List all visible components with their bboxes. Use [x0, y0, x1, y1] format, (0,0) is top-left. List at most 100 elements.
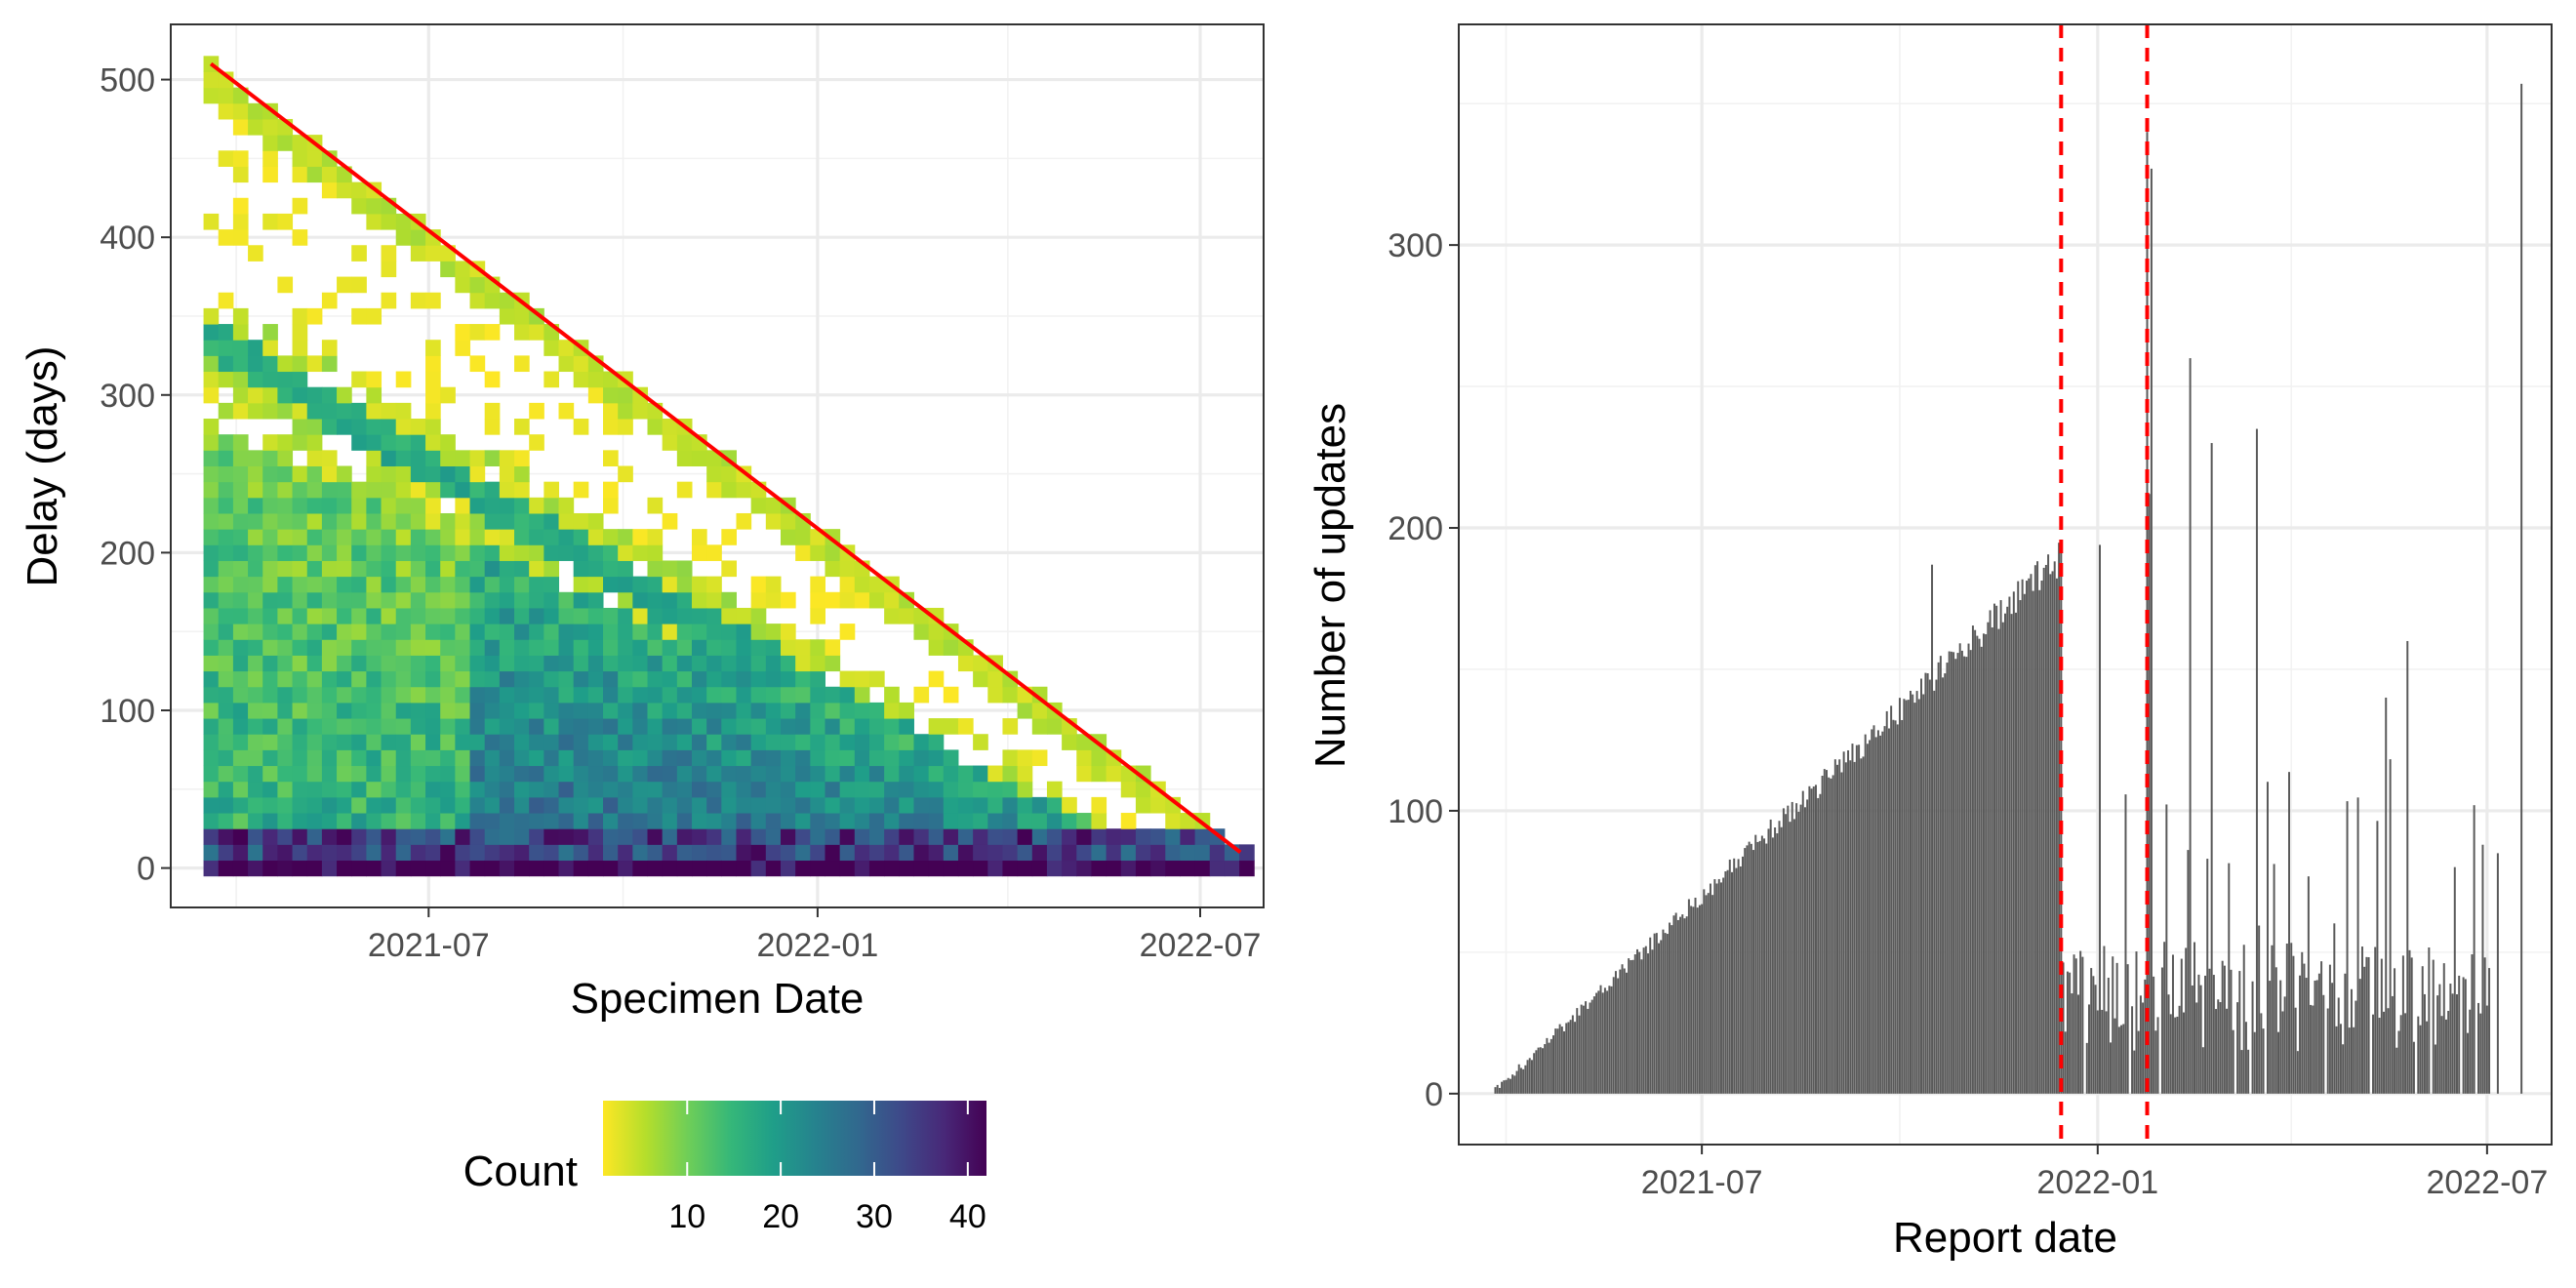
heatmap-cell [262, 702, 278, 719]
heatmap-cell [943, 796, 959, 814]
heatmap-cell [692, 434, 707, 451]
heatmap-cell [692, 702, 707, 719]
heatmap-cell [558, 529, 575, 545]
heatmap-cell [1062, 796, 1077, 814]
heatmap-cell [973, 828, 988, 845]
heatmap-cell [854, 718, 870, 735]
update-bar [1890, 705, 1893, 1094]
heatmap-cell [928, 796, 945, 814]
update-bar [1567, 1022, 1570, 1094]
update-bar [2176, 1016, 2179, 1094]
heatmap-cell [366, 639, 382, 656]
heatmap-cell [366, 529, 382, 545]
heatmap-cell [692, 781, 707, 798]
heatmap-cell [618, 734, 633, 750]
heatmap-cell [425, 607, 441, 624]
update-bar [1991, 627, 1993, 1094]
heatmap-cell [1031, 749, 1048, 767]
heatmap-cell [647, 686, 664, 704]
heatmap-cell [499, 796, 515, 814]
update-bar [1522, 1068, 1525, 1094]
update-bar [2006, 606, 2009, 1094]
heatmap-cell [514, 607, 530, 624]
heatmap-y-axis-title: Delay (days) [19, 346, 66, 587]
heatmap-cell [1120, 813, 1137, 829]
heatmap-cell [750, 828, 767, 845]
heatmap-cell [558, 686, 575, 704]
update-bar [2015, 612, 2018, 1094]
heatmap-cell [721, 591, 737, 609]
update-bar [2101, 1009, 2104, 1094]
update-bar [2153, 976, 2155, 1094]
heatmap-cell [440, 481, 456, 499]
heatmap-cell [647, 749, 664, 767]
heatmap-cell [558, 796, 575, 814]
heatmap-cell [455, 765, 471, 783]
update-bar [2247, 1049, 2250, 1094]
update-bar [1703, 889, 1706, 1094]
heatmap-cell [218, 765, 234, 783]
update-bar [2217, 999, 2220, 1094]
heatmap-cell [306, 655, 323, 672]
heatmap-cell [337, 419, 352, 435]
heatmap-cell [1017, 702, 1033, 719]
update-bar [1758, 840, 1761, 1094]
update-bar [2423, 993, 2426, 1094]
heatmap-cell [899, 734, 914, 750]
update-bar [1628, 958, 1630, 1094]
heatmap-cell [425, 529, 441, 545]
update-bar [1711, 895, 1714, 1094]
heatmap-cell [469, 292, 486, 309]
heatmap-cell [750, 702, 767, 719]
heatmap-cell [292, 386, 308, 404]
heatmap-cell [647, 828, 664, 845]
update-bar [1676, 919, 1679, 1094]
heatmap-cell [351, 670, 367, 688]
update-bar [1511, 1074, 1514, 1094]
heatmap-cell [928, 749, 945, 767]
heatmap-cell [765, 512, 782, 530]
update-bar [2113, 1018, 2116, 1094]
heatmap-cell [218, 529, 234, 545]
heatmap-cell [603, 718, 619, 735]
heatmap-cell [203, 607, 220, 624]
heatmap-cell [248, 655, 263, 672]
update-bar [1774, 827, 1777, 1094]
heatmap-cell [455, 529, 471, 545]
update-bar [2485, 1005, 2488, 1094]
heatmap-cell [337, 844, 352, 862]
heatmap-cell [736, 734, 752, 750]
update-bar [2447, 1010, 2450, 1094]
heatmap-cell [366, 718, 382, 735]
heatmap-cell [987, 670, 1003, 688]
heatmap-cell [351, 591, 367, 609]
update-bar [2410, 957, 2413, 1094]
update-bar [1887, 728, 1890, 1094]
heatmap-cell [321, 465, 338, 483]
heatmap-cell [810, 718, 825, 735]
heatmap-cell [366, 702, 382, 719]
update-bar [2385, 697, 2388, 1094]
heatmap-cell [573, 686, 589, 704]
update-bar [1649, 937, 1652, 1094]
heatmap-cell [973, 796, 988, 814]
heatmap-cell [248, 355, 263, 373]
heatmap-cell [337, 670, 352, 688]
heatmap-cell [750, 655, 767, 672]
heatmap-cell [750, 749, 767, 767]
heatmap-cell [1106, 860, 1122, 877]
update-bar [1869, 740, 1872, 1094]
heatmap-cell [647, 624, 664, 640]
heatmap-cell [854, 670, 870, 688]
heatmap-cell [321, 670, 338, 688]
heatmap-cell [543, 702, 560, 719]
update-bar [1585, 1001, 1588, 1094]
update-bar [2195, 1002, 2198, 1094]
heatmap-cell [647, 591, 664, 609]
heatmap-cell [395, 529, 412, 545]
heatmap-cell [248, 529, 263, 545]
heatmap-cell [1135, 765, 1151, 783]
update-bar [2223, 965, 2226, 1094]
heatmap-cell [203, 828, 220, 845]
update-bar [2322, 994, 2325, 1094]
